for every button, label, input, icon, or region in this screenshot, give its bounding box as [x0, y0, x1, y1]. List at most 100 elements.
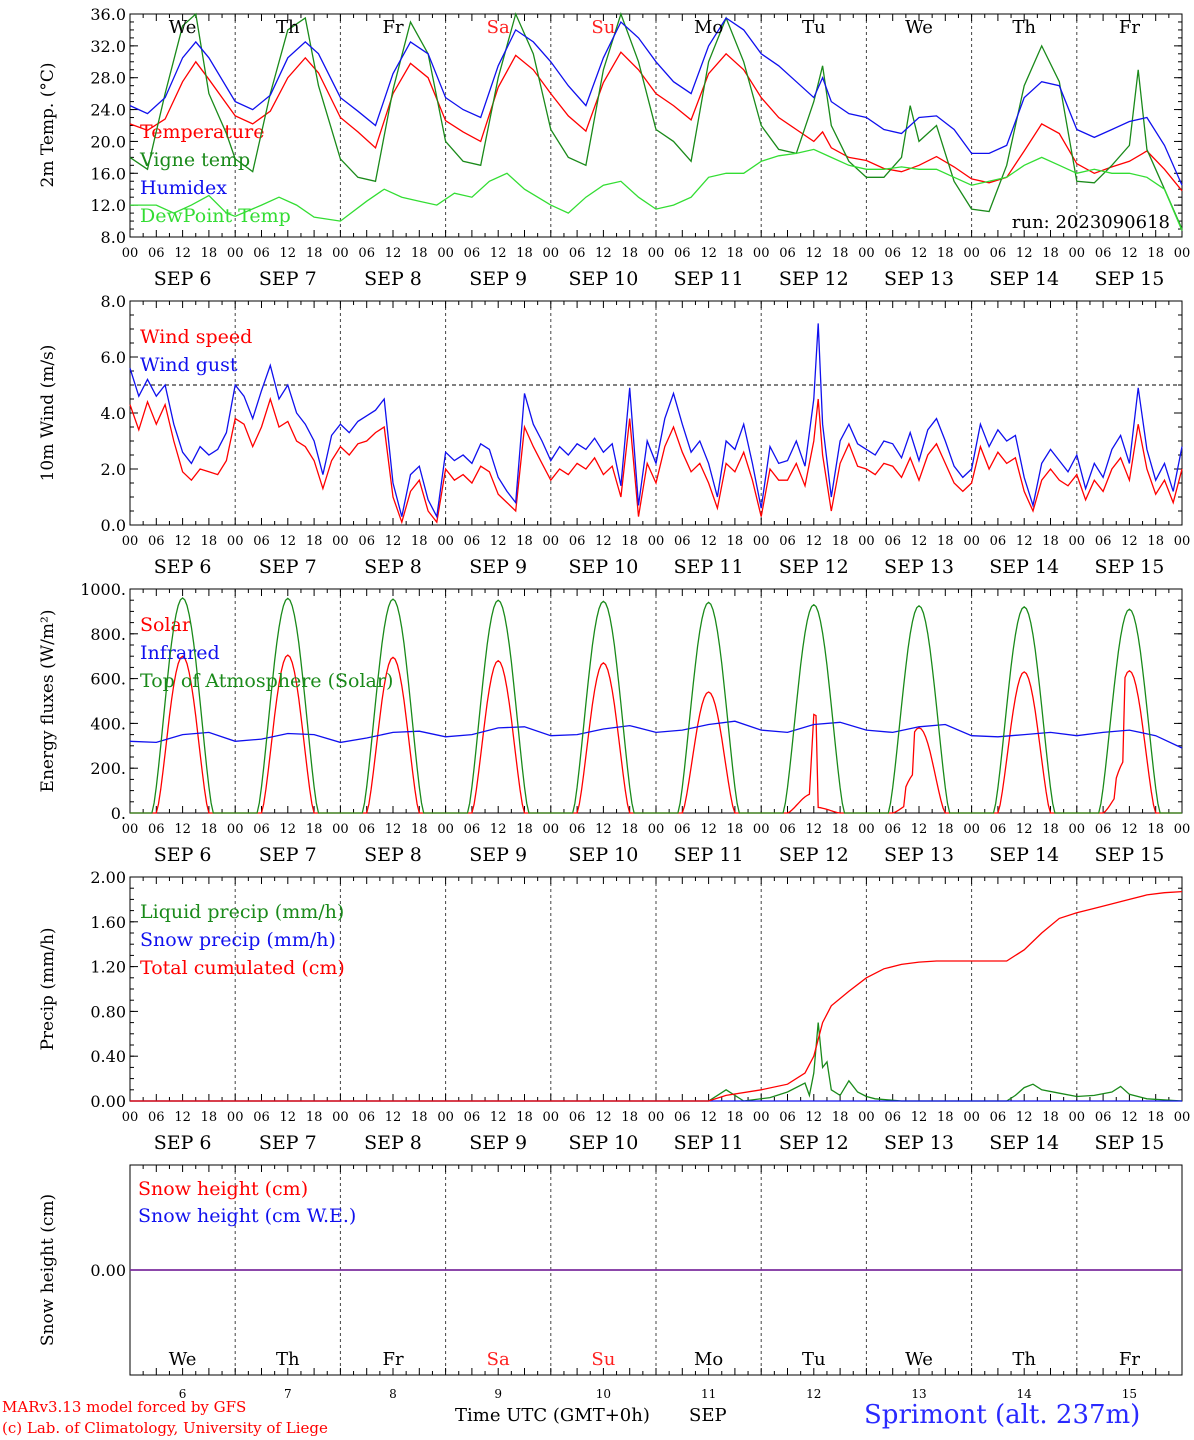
hour-tick-label: 00 — [227, 534, 244, 549]
hour-tick-label: 18 — [937, 534, 954, 549]
date-label: SEP 10 — [568, 844, 638, 866]
hour-tick-label: 00 — [543, 534, 560, 549]
legend-entry: Infrared — [140, 642, 220, 664]
hour-tick-label: 18 — [727, 822, 744, 837]
hour-tick-label: 00 — [1069, 1110, 1086, 1125]
hour-tick-label: 12 — [1121, 1110, 1138, 1125]
legend-entry: Total cumulated (cm) — [140, 957, 345, 979]
date-label: SEP 8 — [364, 556, 422, 578]
day-of-week-label: Su — [591, 17, 615, 38]
hour-tick-label: 06 — [569, 1110, 586, 1125]
hour-tick-label: 18 — [516, 1110, 533, 1125]
hour-tick-label: 12 — [595, 1110, 612, 1125]
hour-tick-label: 06 — [148, 534, 165, 549]
date-label: SEP 7 — [259, 556, 317, 578]
time-axis-label: Time UTC (GMT+0h) — [455, 1405, 650, 1426]
y-tick-label: 16.0 — [90, 164, 126, 183]
y-tick-label: 12.0 — [90, 196, 126, 215]
hour-tick-label: 00 — [1069, 534, 1086, 549]
day-number-label: 11 — [701, 1387, 716, 1401]
panel-frame — [129, 13, 1183, 238]
date-label: SEP 13 — [884, 844, 954, 866]
hour-tick-label: 00 — [122, 246, 139, 261]
hour-tick-label: 06 — [148, 246, 165, 261]
hour-tick-label: 06 — [569, 822, 586, 837]
day-of-week-label: Fr — [1119, 1349, 1140, 1370]
hour-tick-label: 06 — [779, 534, 796, 549]
legend-entry: Wind gust — [140, 354, 238, 376]
y-axis-title: Precip (mm/h) — [38, 927, 58, 1050]
hour-tick-label: 06 — [1095, 1110, 1112, 1125]
hour-tick-label: 06 — [148, 822, 165, 837]
hour-tick-label: 18 — [621, 1110, 638, 1125]
day-of-week-label: Th — [1012, 17, 1036, 38]
hour-tick-label: 00 — [543, 246, 560, 261]
hour-tick-label: 06 — [464, 246, 481, 261]
hour-tick-label: 00 — [1174, 822, 1191, 837]
hour-tick-label: 00 — [332, 822, 349, 837]
hour-tick-label: 00 — [1069, 246, 1086, 261]
day-of-week-label: Fr — [382, 1349, 403, 1370]
day-number-label: 15 — [1122, 1387, 1137, 1401]
date-label: SEP 11 — [674, 556, 744, 578]
day-number-label: 12 — [806, 1387, 821, 1401]
y-tick-label: 8.0 — [101, 228, 126, 247]
hour-tick-label: 00 — [963, 822, 980, 837]
hour-tick-label: 06 — [148, 1110, 165, 1125]
series-line-wind-speed — [129, 396, 1183, 525]
date-label: SEP 11 — [674, 268, 744, 290]
hour-tick-label: 06 — [253, 822, 270, 837]
hour-tick-label: 18 — [727, 534, 744, 549]
hour-tick-label: 00 — [437, 1110, 454, 1125]
date-label: SEP 7 — [259, 268, 317, 290]
date-label: SEP 15 — [1094, 844, 1164, 866]
hour-tick-label: 00 — [963, 534, 980, 549]
y-tick-label: 0.40 — [90, 1047, 126, 1066]
day-of-week-label: Tu — [802, 17, 826, 38]
day-number-label: 7 — [284, 1387, 292, 1401]
hour-tick-label: 00 — [858, 534, 875, 549]
hour-tick-label: 00 — [963, 246, 980, 261]
hour-tick-label: 18 — [832, 246, 849, 261]
hour-tick-label: 12 — [490, 822, 507, 837]
hour-tick-label: 12 — [700, 534, 717, 549]
hour-tick-label: 18 — [1147, 246, 1164, 261]
panel-frame — [129, 588, 1183, 814]
hour-tick-label: 12 — [806, 1110, 823, 1125]
date-label: SEP 13 — [884, 1132, 954, 1154]
y-tick-label: 24.0 — [90, 101, 126, 120]
hour-tick-label: 00 — [227, 1110, 244, 1125]
series-line-wind-gust — [129, 323, 1183, 519]
date-label: SEP 11 — [674, 1132, 744, 1154]
legend-entry: DewPoint Temp — [140, 205, 291, 227]
hour-tick-label: 12 — [174, 246, 191, 261]
hour-tick-label: 06 — [990, 1110, 1007, 1125]
hour-tick-label: 06 — [358, 534, 375, 549]
hour-tick-label: 18 — [937, 246, 954, 261]
date-label: SEP 13 — [884, 556, 954, 578]
hour-tick-label: 06 — [779, 1110, 796, 1125]
y-axis-title: 2m Temp. (°C) — [38, 62, 58, 187]
hour-tick-label: 06 — [674, 822, 691, 837]
y-tick-label: 4.0 — [101, 404, 126, 423]
day-of-week-label: We — [169, 17, 197, 38]
series-line-dewpoint-temp — [130, 148, 1183, 231]
hour-tick-label: 00 — [648, 246, 665, 261]
panel-4: 0.00 0.40 0.80 1.20 1.60 2.00 Precip (mm/h) Liq… — [38, 868, 1190, 1154]
hour-tick-label: 18 — [201, 246, 218, 261]
hour-tick-label: 06 — [990, 822, 1007, 837]
hour-tick-label: 00 — [1069, 822, 1086, 837]
hour-tick-label: 12 — [174, 1110, 191, 1125]
series-line-infrared — [129, 720, 1183, 749]
hour-tick-label: 12 — [490, 534, 507, 549]
hour-tick-label: 12 — [1016, 822, 1033, 837]
hour-tick-label: 18 — [1042, 534, 1059, 549]
model-credit-line1: MARv3.13 model forced by GFS — [2, 1398, 247, 1416]
hour-tick-label: 00 — [122, 1110, 139, 1125]
date-label: SEP 9 — [469, 1132, 527, 1154]
y-tick-label: 6.0 — [101, 348, 126, 367]
hour-tick-label: 18 — [516, 822, 533, 837]
hour-tick-label: 18 — [306, 534, 323, 549]
series-line-top-of-atmosphere-solar- — [130, 597, 1182, 814]
hour-tick-label: 18 — [1042, 1110, 1059, 1125]
